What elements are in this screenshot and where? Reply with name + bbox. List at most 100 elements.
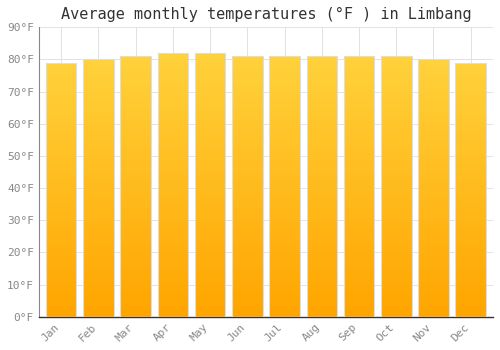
Bar xyxy=(232,184,262,187)
Bar xyxy=(418,178,448,180)
Bar xyxy=(456,63,486,65)
Bar xyxy=(306,293,337,296)
Bar xyxy=(306,134,337,137)
Bar xyxy=(456,266,486,268)
Bar xyxy=(270,62,300,64)
Bar xyxy=(158,288,188,290)
Bar xyxy=(456,68,486,70)
Bar xyxy=(46,152,76,154)
Bar xyxy=(344,301,374,304)
Bar xyxy=(456,144,486,147)
Bar xyxy=(418,183,448,186)
Bar xyxy=(418,263,448,265)
Bar xyxy=(306,181,337,184)
Bar xyxy=(344,82,374,85)
Bar xyxy=(344,145,374,147)
Bar xyxy=(46,169,76,172)
Bar xyxy=(270,163,300,166)
Bar xyxy=(83,255,114,258)
Bar xyxy=(46,154,76,157)
Bar xyxy=(306,62,337,64)
Bar xyxy=(232,301,262,304)
Bar xyxy=(306,236,337,239)
Bar xyxy=(270,202,300,205)
Bar xyxy=(195,219,226,222)
Bar xyxy=(270,176,300,179)
Bar xyxy=(306,199,337,202)
Bar xyxy=(306,296,337,299)
Bar xyxy=(306,166,337,168)
Bar xyxy=(306,212,337,215)
Bar xyxy=(456,225,486,228)
Bar xyxy=(306,220,337,223)
Bar xyxy=(195,282,226,285)
Bar xyxy=(381,113,412,116)
Bar xyxy=(158,145,188,148)
Bar xyxy=(456,296,486,299)
Bar xyxy=(195,64,226,66)
Bar xyxy=(456,302,486,304)
Bar xyxy=(381,181,412,184)
Bar xyxy=(195,288,226,290)
Bar xyxy=(270,155,300,158)
Bar xyxy=(344,254,374,257)
Bar xyxy=(232,273,262,275)
Bar xyxy=(46,243,76,246)
Bar xyxy=(381,59,412,62)
Bar xyxy=(195,77,226,79)
Bar xyxy=(232,278,262,280)
Bar xyxy=(418,247,448,250)
Bar xyxy=(270,291,300,293)
Bar xyxy=(83,119,114,121)
Bar xyxy=(232,194,262,197)
Bar xyxy=(344,187,374,189)
Bar xyxy=(195,143,226,145)
Bar xyxy=(120,199,151,202)
Bar xyxy=(195,203,226,206)
Bar xyxy=(120,210,151,212)
Bar xyxy=(418,139,448,142)
Bar xyxy=(306,257,337,259)
Bar xyxy=(232,111,262,113)
Bar xyxy=(120,124,151,127)
Bar xyxy=(46,70,76,73)
Bar xyxy=(418,232,448,234)
Bar xyxy=(158,169,188,172)
Bar xyxy=(83,252,114,255)
Bar xyxy=(306,218,337,220)
Bar xyxy=(46,187,76,190)
Bar xyxy=(270,301,300,304)
Bar xyxy=(344,95,374,98)
Bar xyxy=(418,75,448,77)
Bar xyxy=(306,116,337,119)
Bar xyxy=(456,195,486,197)
Bar xyxy=(195,198,226,201)
Bar xyxy=(344,98,374,100)
Bar xyxy=(46,256,76,258)
Bar xyxy=(158,296,188,298)
Bar xyxy=(120,189,151,192)
Bar xyxy=(46,63,76,65)
Bar xyxy=(195,130,226,132)
Bar xyxy=(46,233,76,236)
Bar xyxy=(83,214,114,216)
Bar xyxy=(158,203,188,206)
Bar xyxy=(344,283,374,286)
Bar xyxy=(344,278,374,280)
Bar xyxy=(270,140,300,142)
Bar xyxy=(270,296,300,299)
Bar xyxy=(344,205,374,207)
Bar xyxy=(232,309,262,312)
Bar xyxy=(195,211,226,214)
Bar xyxy=(158,251,188,253)
Bar xyxy=(83,314,114,317)
Bar xyxy=(195,280,226,282)
Bar xyxy=(344,56,374,317)
Bar xyxy=(456,200,486,202)
Bar xyxy=(83,160,114,162)
Bar xyxy=(456,286,486,289)
Bar xyxy=(83,260,114,263)
Bar xyxy=(344,299,374,301)
Bar xyxy=(344,127,374,129)
Bar xyxy=(120,304,151,306)
